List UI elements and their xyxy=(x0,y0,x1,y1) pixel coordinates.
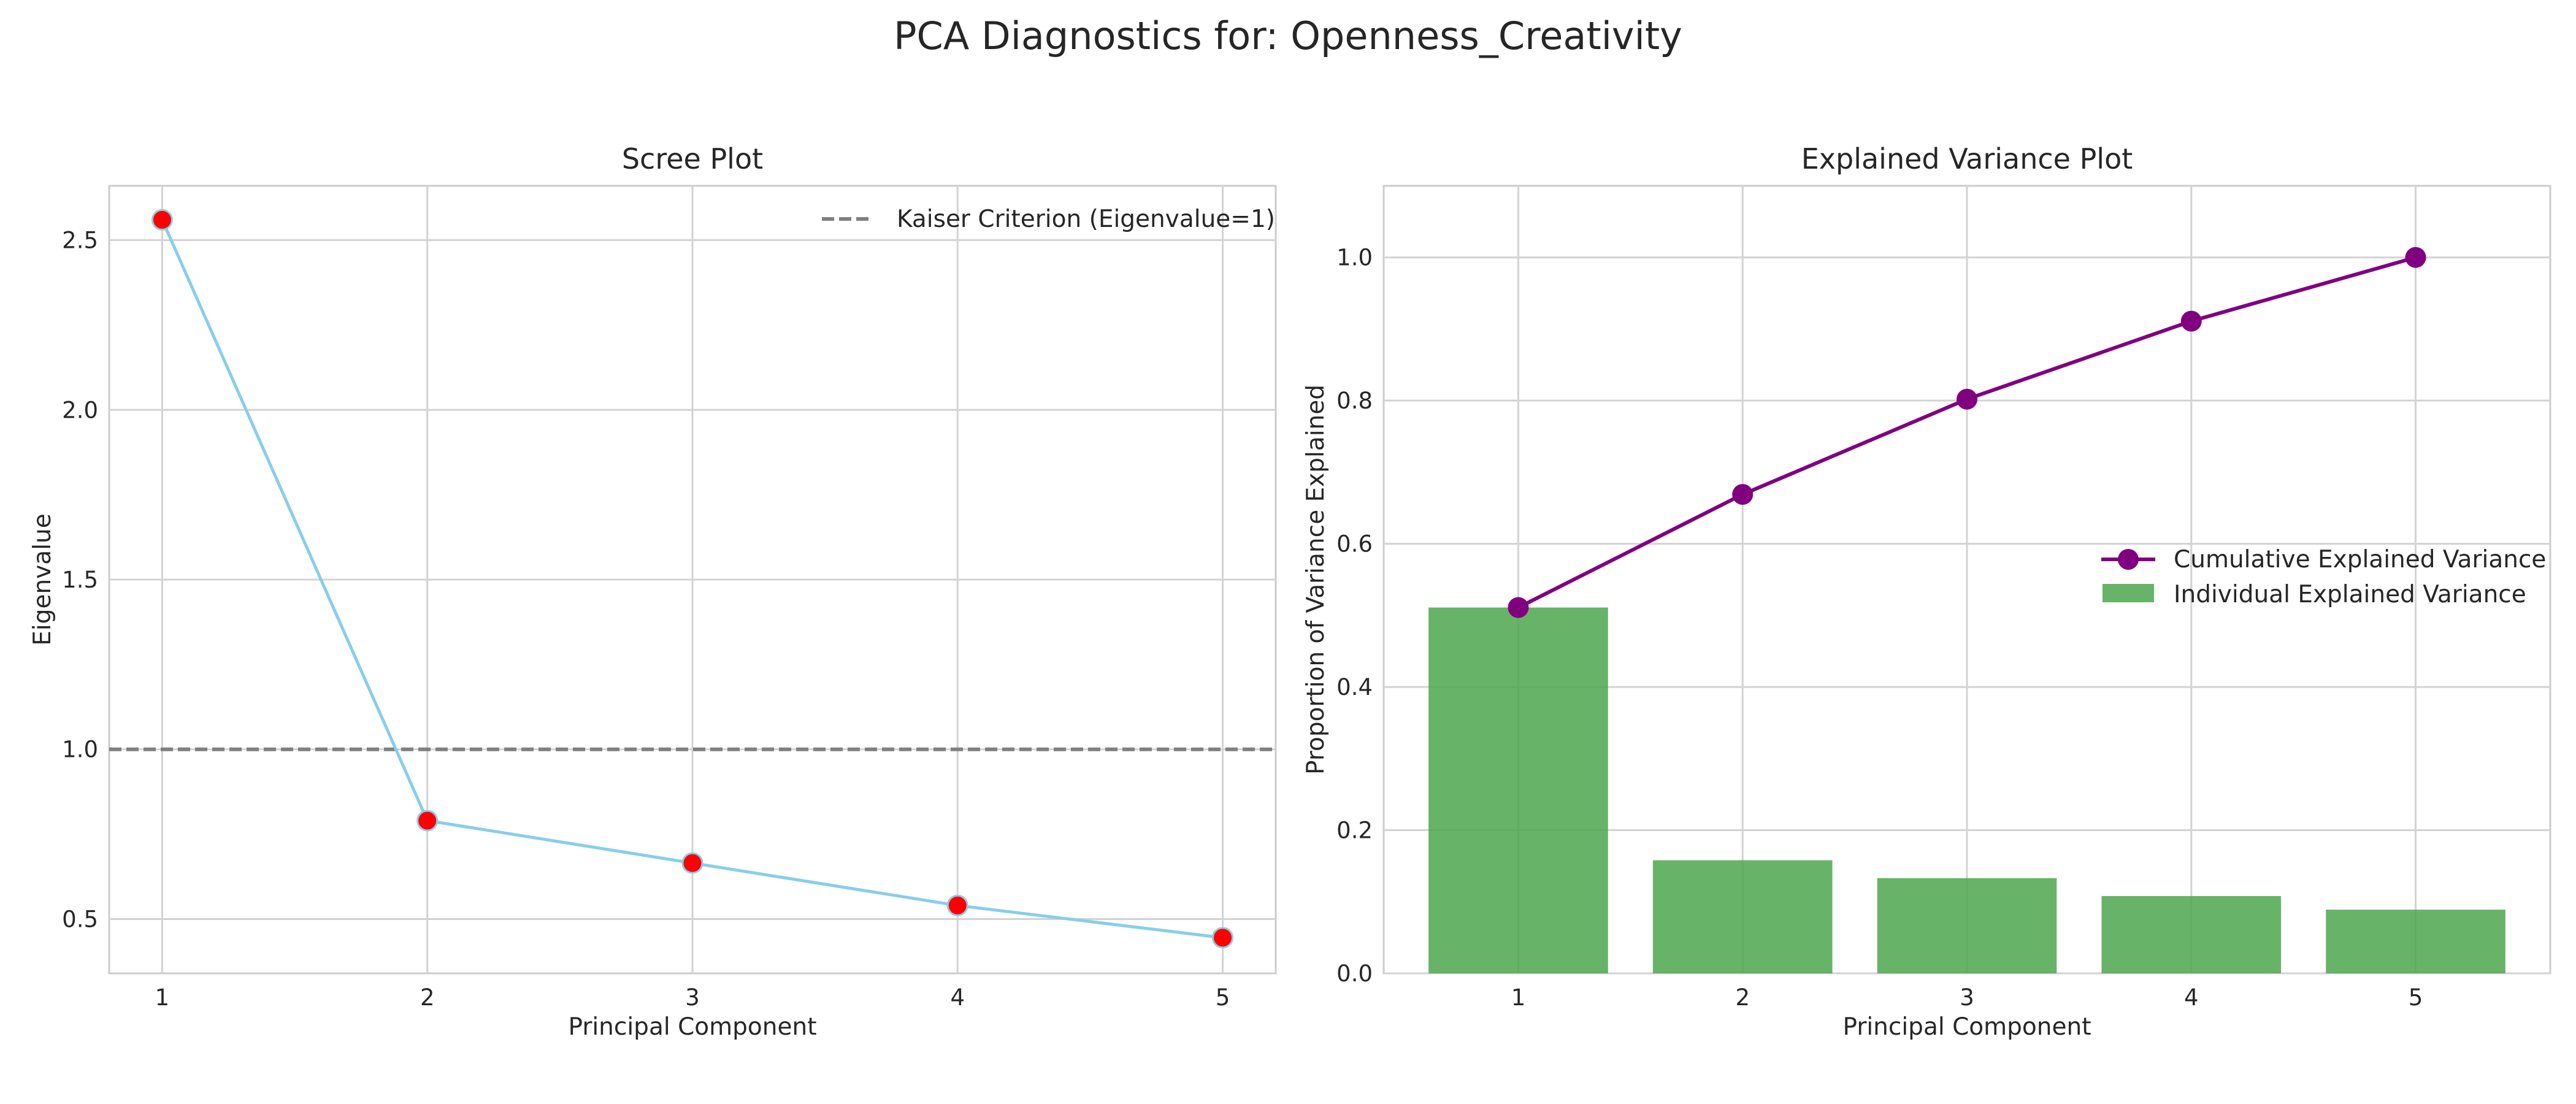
scree-x-axis-label: Principal Component xyxy=(568,1013,816,1041)
cumulative-variance-point xyxy=(2405,247,2426,268)
cumulative-variance-point xyxy=(1957,388,1977,410)
legend-swatch-individual xyxy=(2103,584,2154,602)
cumulative-variance-point xyxy=(2180,310,2202,332)
scree-y-tick-label: 0.5 xyxy=(62,906,98,932)
scree-x-tick-label: 2 xyxy=(420,984,435,1011)
scree-x-tick-label: 5 xyxy=(1216,984,1230,1011)
variance-y-tick-label: 0.0 xyxy=(1336,960,1373,987)
individual-variance-bar xyxy=(2101,895,2282,973)
scree-legend: Kaiser Criterion (Eigenvalue=1) xyxy=(822,205,1275,233)
variance-x-tick-label: 2 xyxy=(1735,984,1750,1011)
variance-x-tick-label: 4 xyxy=(2184,984,2199,1011)
variance-y-axis-label: Proportion of Variance Explained xyxy=(1302,385,1330,775)
legend-label-individual: Individual Explained Variance xyxy=(2174,581,2526,608)
figure-title: PCA Diagnostics for: Openness_Creativity xyxy=(894,13,1682,58)
variance-x-axis-label: Principal Component xyxy=(1842,1013,2091,1041)
scree-y-tick-label: 1.5 xyxy=(62,567,98,593)
variance-y-tick-label: 0.6 xyxy=(1336,531,1373,558)
legend-swatch-cumulative-marker xyxy=(2118,549,2139,570)
legend-label-kaiser: Kaiser Criterion (Eigenvalue=1) xyxy=(897,205,1275,233)
variance-x-tick-label: 5 xyxy=(2409,984,2423,1011)
variance-x-tick-label: 3 xyxy=(1960,984,1974,1011)
variance-y-tick-label: 1.0 xyxy=(1336,245,1373,271)
variance-legend: Cumulative Explained Variance Individual… xyxy=(2101,546,2546,608)
scree-y-tick-label: 2.5 xyxy=(62,228,98,254)
variance-y-tick-label: 0.4 xyxy=(1336,674,1373,700)
legend-label-cumulative: Cumulative Explained Variance xyxy=(2174,546,2546,573)
scree-x-tick-label: 1 xyxy=(155,984,170,1011)
scree-plot-panel: 1 2 3 4 5 0.5 1.0 1.5 2.0 2.5 Scree Plot Principa… xyxy=(29,142,1277,1041)
eigenvalue-point xyxy=(151,209,173,231)
scree-y-axis-label: Eigenvalue xyxy=(29,513,56,645)
individual-variance-bar xyxy=(1877,878,2057,973)
variance-plot-title: Explained Variance Plot xyxy=(1801,142,2133,175)
individual-variance-bar xyxy=(1428,607,1608,973)
scree-content: 1 2 3 4 5 0.5 1.0 1.5 2.0 2.5 xyxy=(62,209,1276,1011)
eigenvalue-point xyxy=(1212,927,1234,949)
scree-x-tick-label: 3 xyxy=(685,984,700,1011)
scree-y-tick-label: 1.0 xyxy=(62,737,98,763)
variance-y-tick-label: 0.2 xyxy=(1336,818,1373,844)
cumulative-variance-point xyxy=(1732,484,1754,505)
variance-plot-panel: 1 2 3 4 5 0.0 0.2 0.4 0.6 0.8 1.0 Explained Varian… xyxy=(1302,142,2551,1041)
scree-y-tick-label: 2.0 xyxy=(62,397,98,423)
individual-variance-bar xyxy=(2326,910,2505,973)
scree-plot-title: Scree Plot xyxy=(622,142,763,175)
individual-variance-bar xyxy=(1652,860,1833,973)
scree-x-tick-label: 4 xyxy=(950,984,965,1011)
cumulative-variance-point xyxy=(1508,597,1529,618)
variance-content: 1 2 3 4 5 0.0 0.2 0.4 0.6 0.8 1.0 xyxy=(1336,245,2505,1011)
eigenvalue-point xyxy=(681,852,703,874)
eigenvalue-point xyxy=(416,810,439,832)
variance-y-tick-label: 0.8 xyxy=(1336,388,1373,414)
variance-x-tick-label: 1 xyxy=(1511,984,1526,1011)
eigenvalue-point xyxy=(946,894,968,916)
